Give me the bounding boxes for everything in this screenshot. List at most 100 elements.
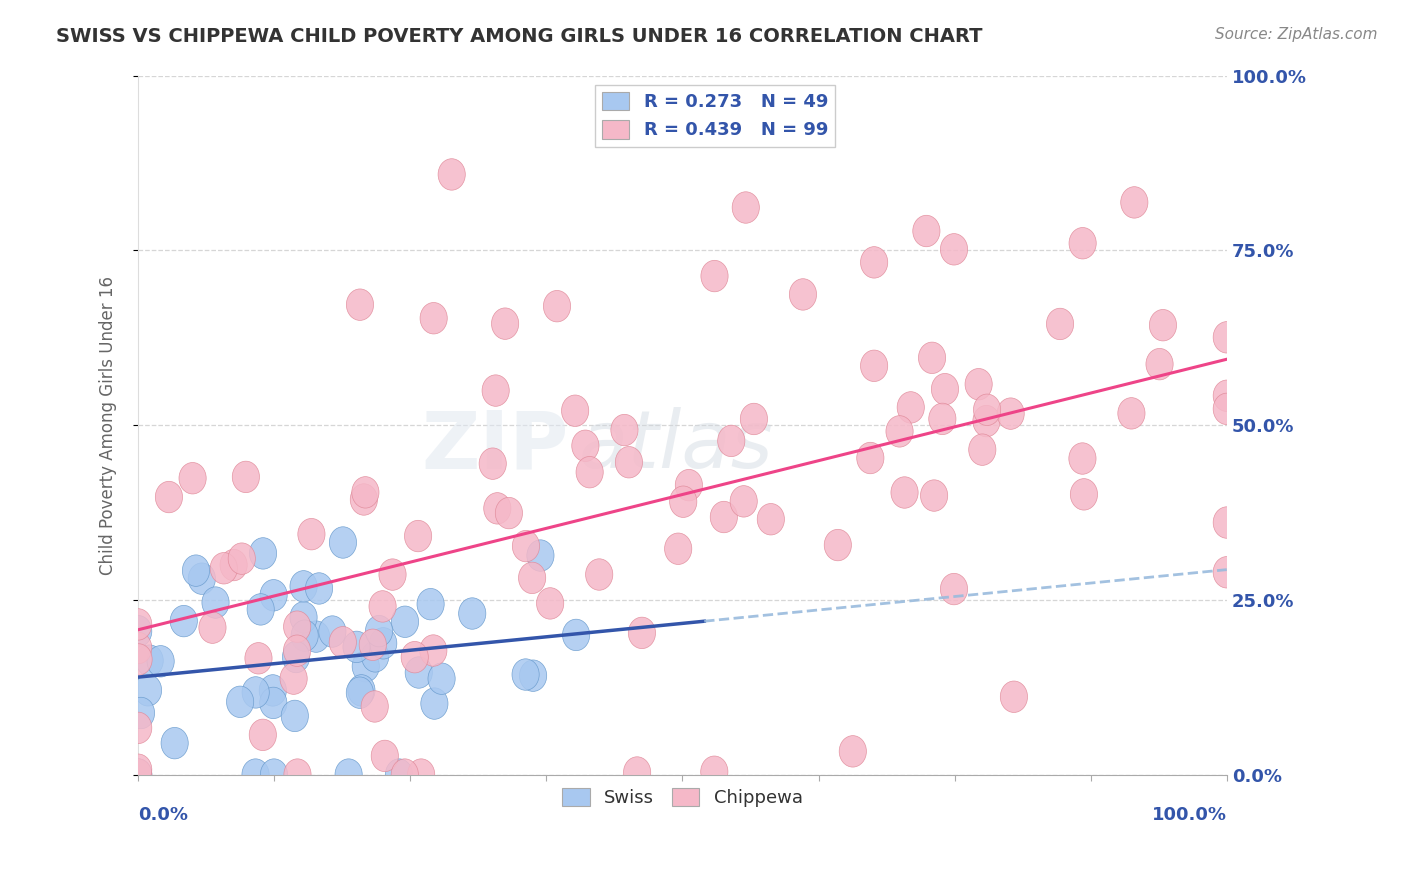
- Ellipse shape: [242, 677, 270, 708]
- Ellipse shape: [290, 601, 318, 633]
- Ellipse shape: [125, 615, 152, 647]
- Ellipse shape: [741, 403, 768, 434]
- Ellipse shape: [543, 291, 571, 322]
- Ellipse shape: [329, 626, 356, 658]
- Ellipse shape: [482, 375, 509, 407]
- Ellipse shape: [717, 425, 745, 457]
- Ellipse shape: [125, 644, 152, 675]
- Ellipse shape: [260, 759, 288, 790]
- Ellipse shape: [136, 645, 163, 676]
- Ellipse shape: [1213, 393, 1240, 425]
- Ellipse shape: [329, 527, 357, 558]
- Text: Source: ZipAtlas.com: Source: ZipAtlas.com: [1215, 27, 1378, 42]
- Ellipse shape: [458, 598, 486, 629]
- Ellipse shape: [610, 415, 638, 446]
- Ellipse shape: [359, 629, 387, 660]
- Ellipse shape: [941, 574, 967, 605]
- Ellipse shape: [281, 700, 308, 731]
- Ellipse shape: [427, 663, 456, 694]
- Ellipse shape: [1146, 349, 1173, 380]
- Ellipse shape: [669, 486, 697, 517]
- Ellipse shape: [290, 571, 318, 602]
- Ellipse shape: [125, 632, 152, 664]
- Ellipse shape: [420, 302, 447, 334]
- Ellipse shape: [1149, 310, 1177, 341]
- Ellipse shape: [211, 552, 238, 584]
- Ellipse shape: [479, 448, 506, 479]
- Ellipse shape: [259, 674, 287, 706]
- Ellipse shape: [380, 559, 406, 591]
- Ellipse shape: [125, 712, 152, 744]
- Ellipse shape: [1069, 227, 1097, 259]
- Ellipse shape: [408, 759, 434, 790]
- Ellipse shape: [912, 215, 941, 247]
- Ellipse shape: [495, 498, 523, 529]
- Ellipse shape: [179, 462, 207, 494]
- Ellipse shape: [519, 562, 546, 593]
- Ellipse shape: [202, 587, 229, 618]
- Ellipse shape: [228, 543, 256, 574]
- Text: ZIP: ZIP: [420, 407, 568, 485]
- Ellipse shape: [572, 430, 599, 461]
- Ellipse shape: [921, 480, 948, 511]
- Ellipse shape: [420, 688, 449, 719]
- Ellipse shape: [897, 392, 924, 423]
- Ellipse shape: [162, 727, 188, 759]
- Ellipse shape: [561, 395, 589, 426]
- Ellipse shape: [125, 608, 152, 640]
- Ellipse shape: [343, 632, 370, 663]
- Y-axis label: Child Poverty Among Girls Under 16: Child Poverty Among Girls Under 16: [100, 276, 117, 574]
- Ellipse shape: [824, 529, 852, 561]
- Ellipse shape: [219, 549, 247, 581]
- Ellipse shape: [385, 759, 412, 790]
- Ellipse shape: [347, 674, 375, 706]
- Ellipse shape: [997, 398, 1024, 429]
- Ellipse shape: [183, 555, 209, 586]
- Legend: Swiss, Chippewa: Swiss, Chippewa: [555, 780, 810, 814]
- Ellipse shape: [125, 754, 152, 786]
- Ellipse shape: [260, 687, 287, 719]
- Ellipse shape: [918, 343, 946, 374]
- Ellipse shape: [929, 403, 956, 434]
- Ellipse shape: [361, 690, 388, 723]
- Ellipse shape: [302, 621, 329, 652]
- Ellipse shape: [280, 663, 308, 694]
- Ellipse shape: [973, 394, 1001, 425]
- Ellipse shape: [135, 674, 162, 706]
- Ellipse shape: [1213, 557, 1240, 588]
- Text: 100.0%: 100.0%: [1152, 806, 1227, 824]
- Ellipse shape: [247, 594, 274, 625]
- Ellipse shape: [391, 606, 419, 638]
- Ellipse shape: [512, 531, 540, 562]
- Ellipse shape: [585, 558, 613, 591]
- Ellipse shape: [232, 461, 260, 492]
- Ellipse shape: [484, 492, 510, 524]
- Ellipse shape: [370, 628, 396, 659]
- Ellipse shape: [128, 698, 155, 729]
- Ellipse shape: [439, 159, 465, 190]
- Ellipse shape: [856, 442, 884, 474]
- Ellipse shape: [319, 615, 346, 648]
- Ellipse shape: [1000, 681, 1028, 713]
- Ellipse shape: [492, 308, 519, 339]
- Ellipse shape: [401, 641, 429, 673]
- Ellipse shape: [1213, 507, 1240, 538]
- Ellipse shape: [733, 192, 759, 223]
- Ellipse shape: [973, 405, 1000, 437]
- Ellipse shape: [335, 759, 363, 790]
- Ellipse shape: [418, 589, 444, 620]
- Ellipse shape: [839, 736, 866, 767]
- Ellipse shape: [1118, 398, 1144, 429]
- Ellipse shape: [891, 477, 918, 508]
- Text: 0.0%: 0.0%: [138, 806, 188, 824]
- Ellipse shape: [576, 457, 603, 488]
- Ellipse shape: [284, 611, 311, 642]
- Ellipse shape: [125, 759, 152, 790]
- Ellipse shape: [283, 641, 309, 673]
- Ellipse shape: [260, 580, 287, 611]
- Ellipse shape: [148, 646, 174, 677]
- Ellipse shape: [350, 483, 377, 516]
- Ellipse shape: [562, 619, 589, 650]
- Ellipse shape: [623, 756, 651, 789]
- Ellipse shape: [198, 612, 226, 643]
